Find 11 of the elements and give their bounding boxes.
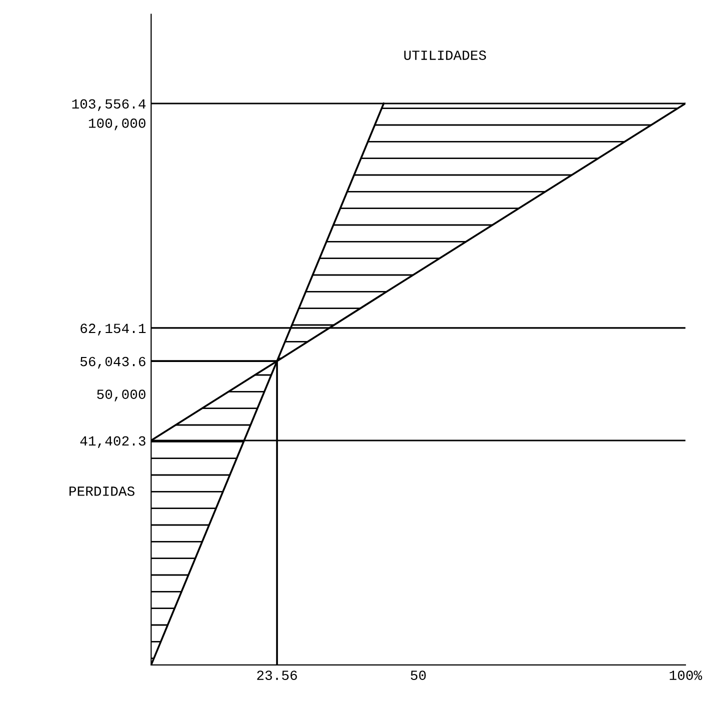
x-tick-label: 100% <box>670 670 702 680</box>
y-tick-label: 62,154.1 <box>80 324 146 336</box>
y-tick-label: 103,556.4 <box>72 99 146 111</box>
x-tick-label: 23.56 <box>257 670 297 680</box>
text: PERDIDAS <box>70 486 134 496</box>
y-tick-label: 100,000 <box>88 118 146 130</box>
x-tick-label: 50 <box>410 670 426 680</box>
y-tick-label: 50,000 <box>97 390 146 402</box>
annotation: UTILIDADES <box>404 50 486 60</box>
y-tick-label: 41,402.3 <box>80 436 146 448</box>
y-tick-label: 56,043.6 <box>80 356 146 369</box>
